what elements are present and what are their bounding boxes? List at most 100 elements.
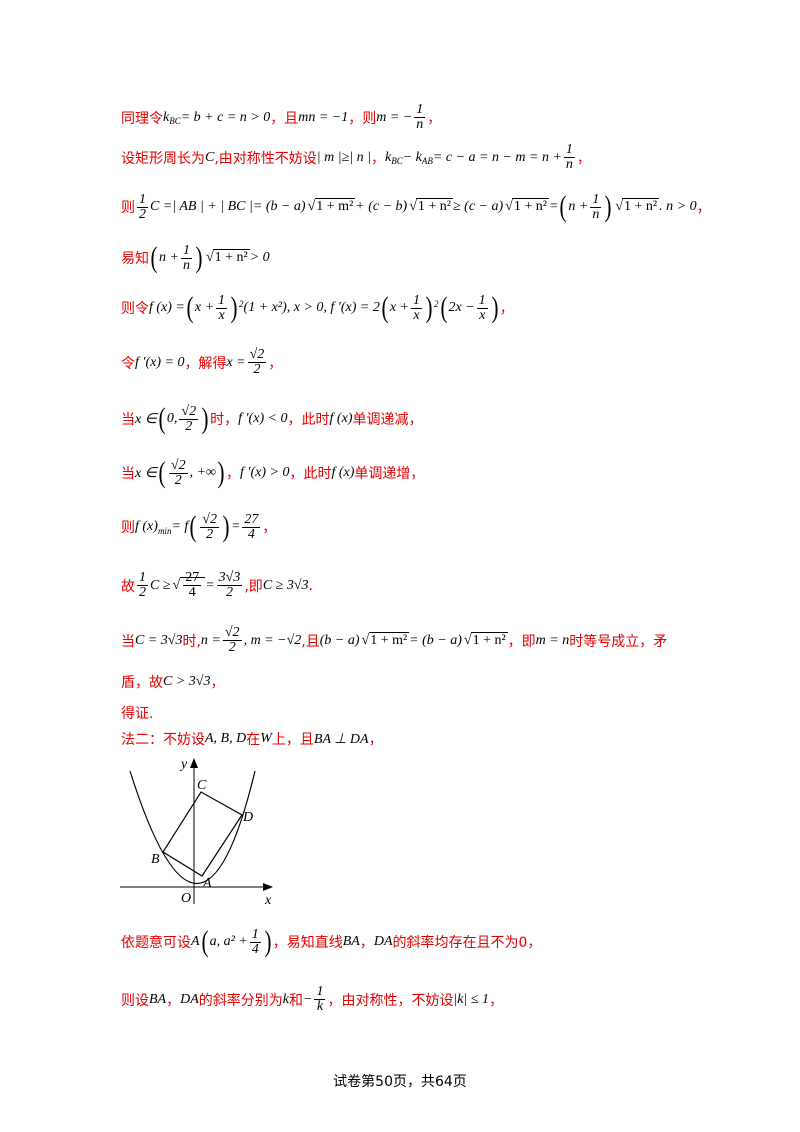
text-segment: 单调递减， xyxy=(352,412,423,428)
math-segment: A, B, D xyxy=(205,731,247,746)
right-paren: ) xyxy=(425,291,433,324)
left-paren: ( xyxy=(559,190,567,223)
text-segment: ，且 xyxy=(270,110,299,127)
math-segment: = c − a = n − m = n + xyxy=(432,149,562,165)
math-segment: C =| AB | + | BC |= (b − a) xyxy=(150,199,306,214)
math-sqrt: 1 + n² xyxy=(503,198,549,215)
math-sqrt: 1 + m² xyxy=(360,631,410,649)
math-sqrt: 1 + m² xyxy=(306,198,356,215)
math-segment: = xyxy=(205,577,215,593)
axis-x-label: x xyxy=(264,893,272,906)
y-axis-arrow xyxy=(190,758,198,768)
math-segment: x + xyxy=(389,300,409,315)
math-sub: AB xyxy=(421,155,433,166)
text-segment: ， xyxy=(427,110,442,127)
math-sub: BC xyxy=(169,115,181,126)
math-segment: BA ⊥ DA xyxy=(313,731,369,747)
text-segment: 在 xyxy=(246,732,261,748)
origin-label: O xyxy=(181,891,191,906)
text-segment: ，解得 xyxy=(184,355,227,372)
text-segment: 则 xyxy=(121,520,135,536)
right-paren: ) xyxy=(230,291,238,324)
left-paren: ( xyxy=(158,456,166,489)
math-segment: C = 3√3 xyxy=(135,632,183,648)
math-fraction: √2 2 xyxy=(179,403,199,434)
math-segment: ≥ (c − a) xyxy=(452,199,504,214)
text-segment: ， xyxy=(166,992,181,1009)
text-segment: ， xyxy=(371,150,385,167)
text-segment: ，即 xyxy=(507,633,536,650)
right-paren: ) xyxy=(201,402,209,435)
left-paren: ( xyxy=(440,291,447,324)
left-paren: ( xyxy=(381,291,389,324)
math-segment: n + xyxy=(159,250,179,265)
line-14: 法二：不妨设 A, B, D 在 W 上，且 BA ⊥ DA， xyxy=(121,729,383,749)
text-segment: ，由对称性，不妨设 xyxy=(327,992,454,1009)
text-segment: 时等号成立，矛 xyxy=(569,633,668,650)
x-axis-arrow xyxy=(263,883,273,891)
text-segment: ， xyxy=(499,301,514,317)
line-6: 令 f ′(x) = 0 ，解得 x = √2 2， xyxy=(121,348,282,377)
math-fraction: 274 xyxy=(171,571,206,600)
math-segment: f ′(x) = 0 xyxy=(135,354,185,370)
math-segment: = (b − a) xyxy=(409,632,462,648)
page-footer: 试卷第50页，共64页 xyxy=(333,1074,467,1090)
right-paren: ) xyxy=(195,241,203,274)
text-segment: 和 xyxy=(289,992,303,1009)
text-segment: 故 xyxy=(121,578,135,595)
math-segment: A xyxy=(191,934,200,949)
math-segment: f (x) = xyxy=(149,300,185,315)
text-segment: 盾，故 xyxy=(121,675,163,691)
math-sqrt: 1 + n² xyxy=(204,249,250,266)
line-16: 则设 BA， DA 的斜率分别为 k 和 −1 k ，由对称性，不妨设 |k| ≤ 1， xyxy=(121,985,503,1014)
line-13: 得证. xyxy=(121,703,153,723)
math-segment: W xyxy=(260,731,272,746)
text-segment: 的斜率均存在且不为0， xyxy=(392,935,542,951)
text-segment: 单调递增， xyxy=(354,466,425,482)
math-segment: DA xyxy=(180,991,199,1007)
text-segment: ， xyxy=(268,355,283,372)
text-segment: 当 xyxy=(121,633,135,650)
text-segment: 时， xyxy=(210,412,239,428)
math-segment: m = − xyxy=(376,109,413,125)
text-segment: 易知 xyxy=(121,251,149,267)
math-segment: | m |≥| n | xyxy=(316,149,371,165)
math-segment: , m = −√2 xyxy=(243,632,302,648)
line-2: 设矩形周长为 C ,由对称性不妨设 | m |≥| n |， k BC − k AB = c… xyxy=(121,143,591,172)
math-segment: BA xyxy=(149,991,167,1007)
parabola-figure: y x O A B C D xyxy=(120,757,273,906)
text-segment: 得证. xyxy=(121,706,154,722)
line-11: 当C = 3√3时,n = √22, m = −√2,且(b − a)1 + m… xyxy=(121,626,667,655)
left-paren: ( xyxy=(150,241,158,274)
math-fraction: √2 2 xyxy=(222,625,242,655)
text-segment: 法二：不妨设 xyxy=(121,732,205,748)
math-fraction: √2 2 xyxy=(168,457,188,488)
math-segment: n = xyxy=(200,632,221,648)
point-b-label: B xyxy=(151,852,160,867)
math-segment: |k| ≤ 1 xyxy=(453,991,490,1007)
math-segment: f (x) xyxy=(329,411,353,426)
math-segment: > 0 xyxy=(249,250,270,265)
math-segment: , +∞ xyxy=(189,465,217,480)
text-segment: ，则 xyxy=(348,110,377,127)
right-paren: ) xyxy=(604,190,612,223)
math-segment: = f xyxy=(171,519,189,534)
math-sub: min xyxy=(157,525,172,536)
math-segment: DA xyxy=(373,934,393,949)
math-segment: x ∈ xyxy=(135,465,157,481)
text-segment: 同理令 xyxy=(121,110,163,127)
text-segment: 当 xyxy=(121,466,135,482)
math-sup: 2 xyxy=(434,298,439,309)
left-paren: ( xyxy=(158,402,166,435)
